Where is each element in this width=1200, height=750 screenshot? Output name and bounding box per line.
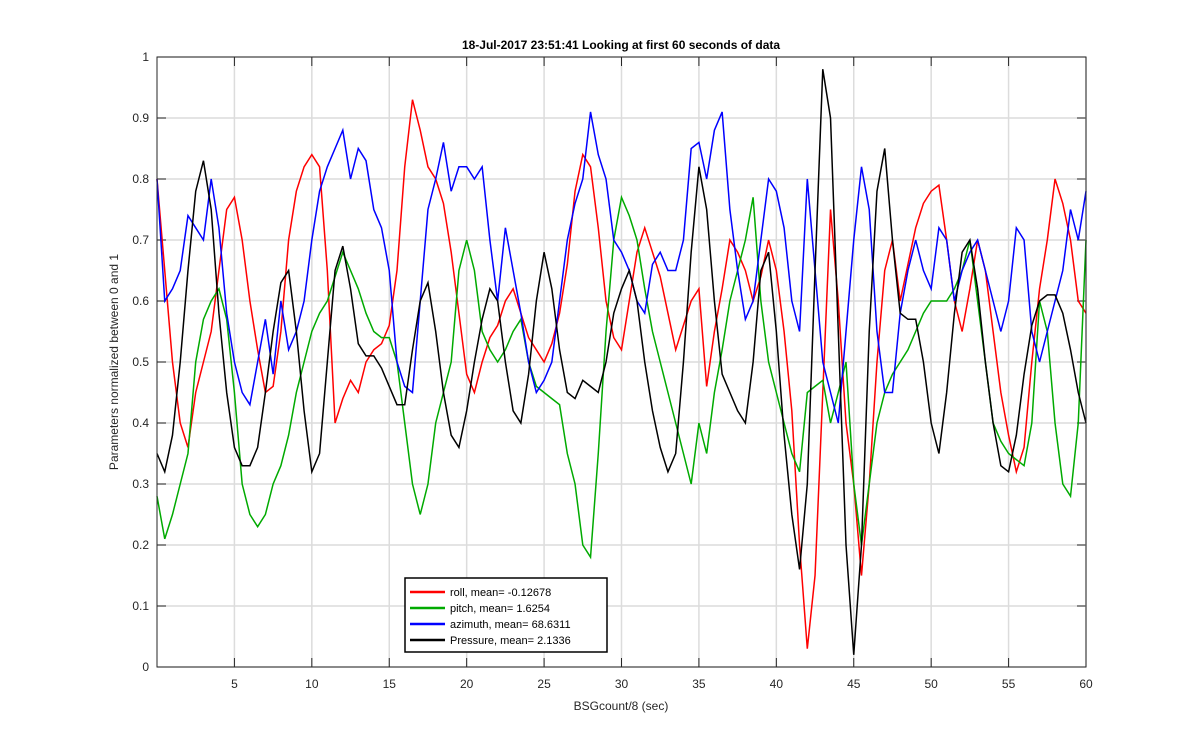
x-tick-label: 35 (692, 677, 706, 691)
series-line (156, 194, 1087, 560)
y-tick-label: 0.5 (132, 355, 149, 369)
y-tick-label: 0.8 (132, 172, 149, 186)
x-tick-label: 55 (1002, 677, 1016, 691)
chart-title: 18-Jul-2017 23:51:41 Looking at first 60… (462, 38, 780, 52)
x-tick-label: 50 (924, 677, 938, 691)
y-tick-label: 0 (142, 660, 149, 674)
x-axis-label: BSGcount/8 (sec) (574, 699, 669, 713)
y-tick-label: 0.3 (132, 477, 149, 491)
series-line (156, 69, 1087, 655)
y-tick-label: 0.4 (132, 416, 149, 430)
y-tick-label: 0.9 (132, 111, 149, 125)
x-tick-label: 30 (615, 677, 629, 691)
x-tick-label: 10 (305, 677, 319, 691)
x-tick-label: 5 (231, 677, 238, 691)
legend-label: roll, mean= -0.12678 (450, 587, 551, 599)
y-tick-label: 0.1 (132, 599, 149, 613)
x-tick-label: 45 (847, 677, 861, 691)
legend-label: azimuth, mean= 68.6311 (450, 619, 571, 631)
axes-box (156, 56, 1087, 668)
x-tick-label: 60 (1079, 677, 1093, 691)
y-tick-label: 1 (142, 50, 149, 64)
y-tick-label: 0.7 (132, 233, 149, 247)
legend: roll, mean= -0.12678 pitch, mean= 1.6254 a… (404, 577, 608, 653)
legend-label: Pressure, mean= 2.1336 (450, 635, 571, 647)
x-tick-label: 25 (537, 677, 551, 691)
x-tick-label: 15 (383, 677, 397, 691)
y-tick-label: 0.2 (132, 538, 149, 552)
x-tick-label: 20 (460, 677, 474, 691)
series-line (156, 99, 1087, 649)
series-line (156, 111, 1087, 424)
y-axis-label: Parameters normalized between 0 and 1 (107, 254, 121, 470)
y-tick-label: 0.6 (132, 294, 149, 308)
x-tick-label: 40 (770, 677, 784, 691)
legend-label: pitch, mean= 1.6254 (450, 603, 550, 615)
